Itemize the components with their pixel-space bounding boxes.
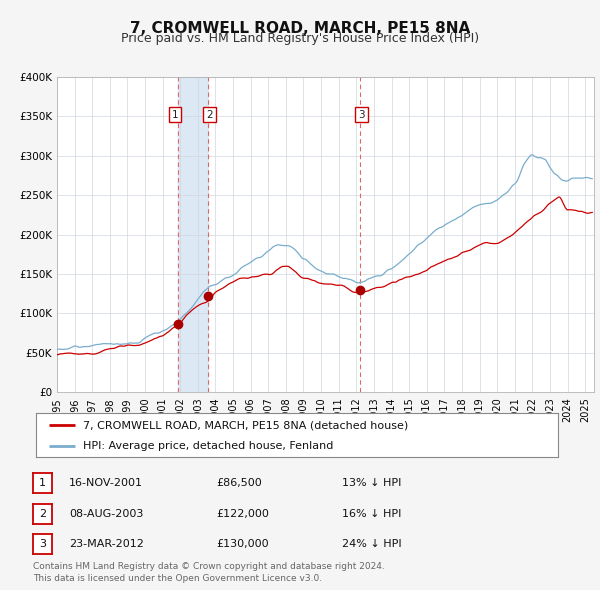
Text: 7, CROMWELL ROAD, MARCH, PE15 8NA: 7, CROMWELL ROAD, MARCH, PE15 8NA [130,21,470,35]
Text: 2: 2 [206,110,213,120]
Text: Price paid vs. HM Land Registry's House Price Index (HPI): Price paid vs. HM Land Registry's House … [121,32,479,45]
Text: 24% ↓ HPI: 24% ↓ HPI [342,539,401,549]
Text: £86,500: £86,500 [216,478,262,488]
Text: £130,000: £130,000 [216,539,269,549]
Text: 7, CROMWELL ROAD, MARCH, PE15 8NA (detached house): 7, CROMWELL ROAD, MARCH, PE15 8NA (detac… [83,421,408,430]
Text: 3: 3 [358,110,365,120]
Text: 23-MAR-2012: 23-MAR-2012 [69,539,144,549]
Text: Contains HM Land Registry data © Crown copyright and database right 2024.
This d: Contains HM Land Registry data © Crown c… [33,562,385,583]
Text: 1: 1 [172,110,178,120]
Text: HPI: Average price, detached house, Fenland: HPI: Average price, detached house, Fenl… [83,441,334,451]
Text: 08-AUG-2003: 08-AUG-2003 [69,509,143,519]
Text: 3: 3 [39,539,46,549]
Text: 1: 1 [39,478,46,488]
Text: £122,000: £122,000 [216,509,269,519]
Text: 16% ↓ HPI: 16% ↓ HPI [342,509,401,519]
Bar [178,77,208,392]
Text: 13% ↓ HPI: 13% ↓ HPI [342,478,401,488]
Text: 16-NOV-2001: 16-NOV-2001 [69,478,143,488]
Text: 2: 2 [39,509,46,519]
